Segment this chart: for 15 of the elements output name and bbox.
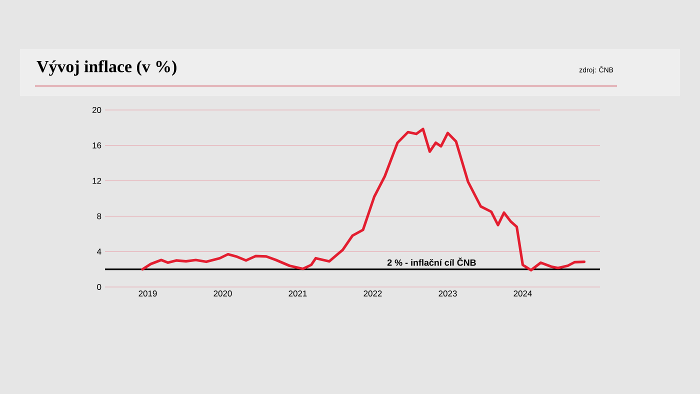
x-tick-label: 2019 bbox=[138, 290, 157, 297]
chart-title: Vývoj inflace (v %) bbox=[36, 60, 176, 76]
x-tick-label: 2024 bbox=[514, 290, 532, 297]
y-tick-label: 0 bbox=[97, 284, 102, 290]
y-tick-label: 4 bbox=[96, 248, 102, 255]
y-tick-label: 16 bbox=[92, 142, 102, 148]
y-tick-label: 20 bbox=[92, 107, 102, 113]
y-tick-label: 8 bbox=[97, 213, 102, 220]
x-tick-label: 2021 bbox=[288, 290, 307, 297]
x-tick-label: 2023 bbox=[438, 290, 457, 297]
y-tick-label: 12 bbox=[92, 178, 102, 184]
line-series bbox=[141, 128, 586, 272]
x-tick-label: 2022 bbox=[364, 290, 382, 297]
ref-line-label: 2 % - inflační cíl ČNB bbox=[387, 258, 476, 266]
x-tick-label: 2020 bbox=[214, 290, 232, 297]
